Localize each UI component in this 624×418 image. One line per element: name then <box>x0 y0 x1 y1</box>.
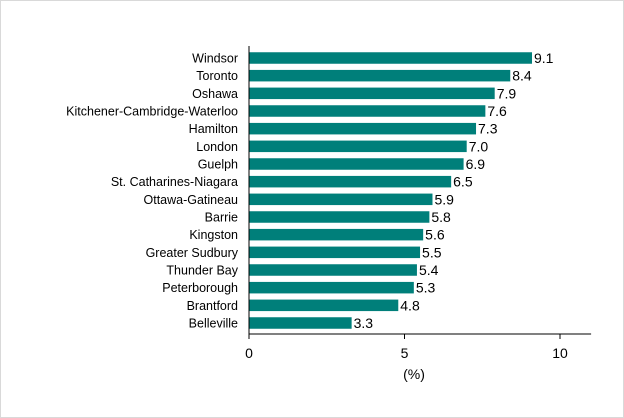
category-label: St. Catharines-Niagara <box>111 175 238 189</box>
value-label: 7.9 <box>497 85 517 101</box>
bar <box>249 264 417 276</box>
category-label: Barrie <box>205 211 238 225</box>
category-label: Thunder Bay <box>166 264 238 278</box>
value-label: 5.9 <box>434 191 454 207</box>
category-label: Ottawa-Gatineau <box>144 193 239 207</box>
category-label: Kingston <box>189 228 238 242</box>
category-label: Toronto <box>196 69 238 83</box>
category-label: Brantford <box>187 299 238 313</box>
category-label: Guelph <box>198 158 238 172</box>
value-label: 6.9 <box>466 156 486 172</box>
bar <box>249 122 477 135</box>
value-label: 5.3 <box>416 280 436 296</box>
bar <box>249 140 467 153</box>
category-label: Hamilton <box>189 122 238 136</box>
bar <box>249 158 464 170</box>
bar <box>249 211 430 223</box>
x-tick-label: 10 <box>552 345 568 361</box>
x-tick-label: 5 <box>401 345 409 361</box>
bar <box>249 69 511 82</box>
value-label: 8.4 <box>512 68 532 84</box>
category-label: Windsor <box>192 52 238 66</box>
bar <box>249 317 352 329</box>
value-label: 5.4 <box>419 262 439 278</box>
category-label: Peterborough <box>162 281 238 295</box>
axis-layer: 0 5 10 <box>245 46 592 361</box>
value-label: 4.8 <box>400 297 420 313</box>
value-label: 5.8 <box>431 209 451 225</box>
x-axis-title: (%) <box>403 366 425 382</box>
value-label: 5.6 <box>425 227 445 243</box>
category-label: Kitchener-Cambridge-Waterloo <box>66 105 238 119</box>
value-label: 5.5 <box>422 244 442 260</box>
bar <box>249 105 486 117</box>
category-label: Oshawa <box>192 87 238 101</box>
bars-layer: Windsor 9.1 Toronto 8.4 Oshawa 7.9 Kitchener-C… <box>66 50 554 331</box>
bar <box>249 281 414 294</box>
value-label: 3.3 <box>354 315 374 331</box>
value-label: 9.1 <box>534 50 554 66</box>
bar <box>249 246 421 259</box>
value-label: 7.3 <box>478 121 498 137</box>
bar <box>249 193 433 206</box>
category-label: London <box>196 140 238 154</box>
value-label: 7.0 <box>469 138 489 154</box>
value-label: 6.5 <box>453 174 473 190</box>
bar <box>249 175 452 188</box>
bar <box>249 52 533 64</box>
bar <box>249 87 495 100</box>
bar <box>249 299 399 312</box>
bar <box>249 228 424 241</box>
category-label: Belleville <box>189 317 238 331</box>
x-tick-label: 0 <box>245 345 253 361</box>
value-label: 7.6 <box>487 103 507 119</box>
category-label: Greater Sudbury <box>146 246 239 260</box>
